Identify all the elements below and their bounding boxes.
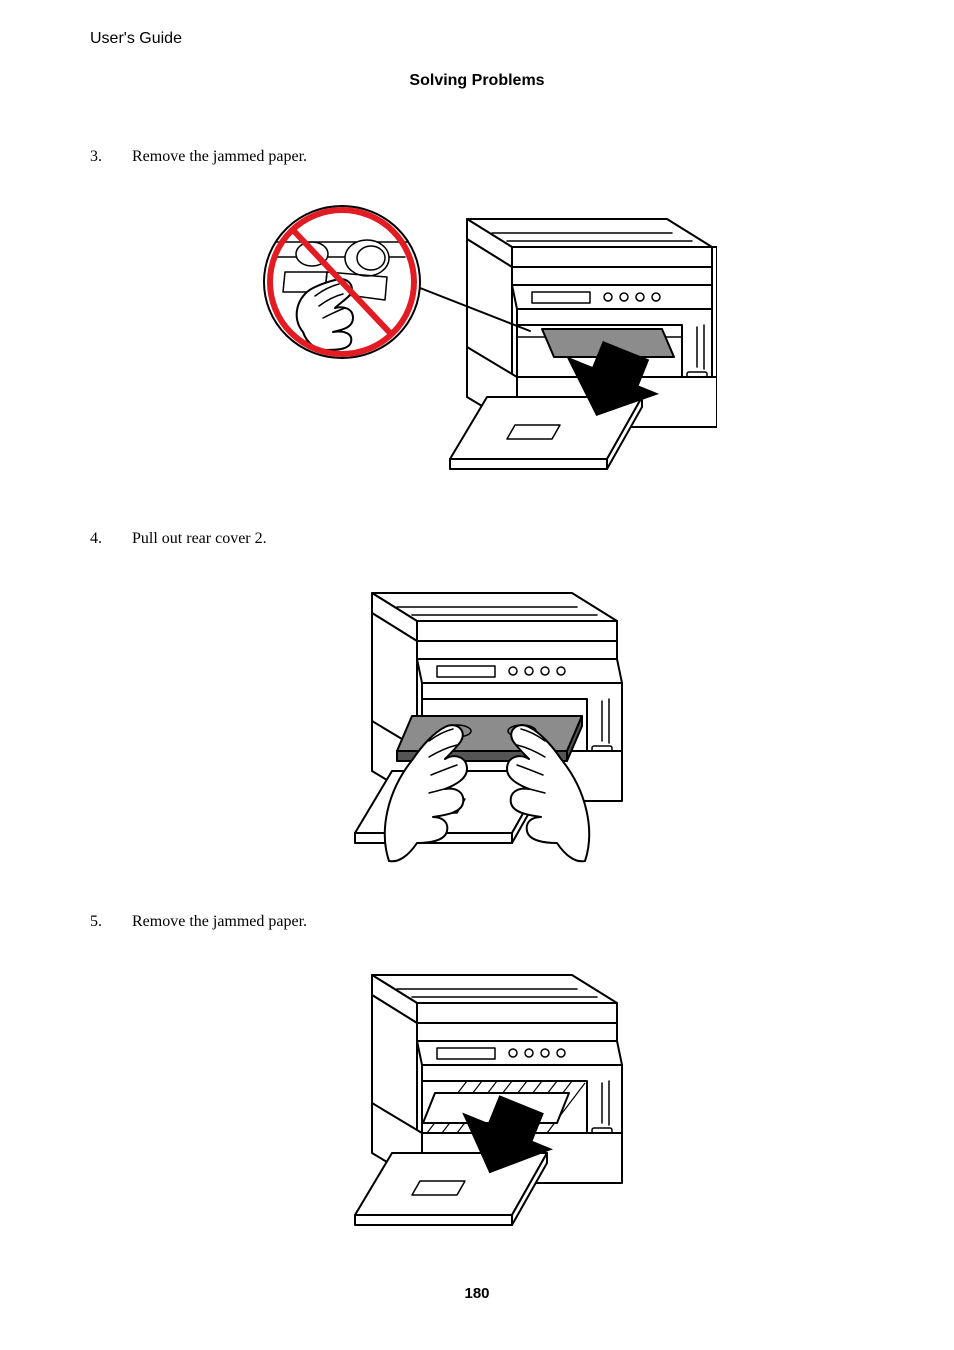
figure-step-4 [90,575,864,875]
figure-step-5 [90,957,864,1247]
step-5: 5. Remove the jammed paper. [90,911,864,933]
step-text: Remove the jammed paper. [132,146,307,168]
step-number: 5. [90,911,110,933]
header-guide: User's Guide [90,30,864,48]
step-number: 4. [90,528,110,550]
step-4: 4. Pull out rear cover 2. [90,528,864,550]
step-text: Remove the jammed paper. [132,911,307,933]
step-number: 3. [90,146,110,168]
figure-step-3 [90,192,864,492]
page-number: 180 [0,1285,954,1302]
step-3: 3. Remove the jammed paper. [90,146,864,168]
section-title: Solving Problems [90,72,864,90]
step-text: Pull out rear cover 2. [132,528,267,550]
